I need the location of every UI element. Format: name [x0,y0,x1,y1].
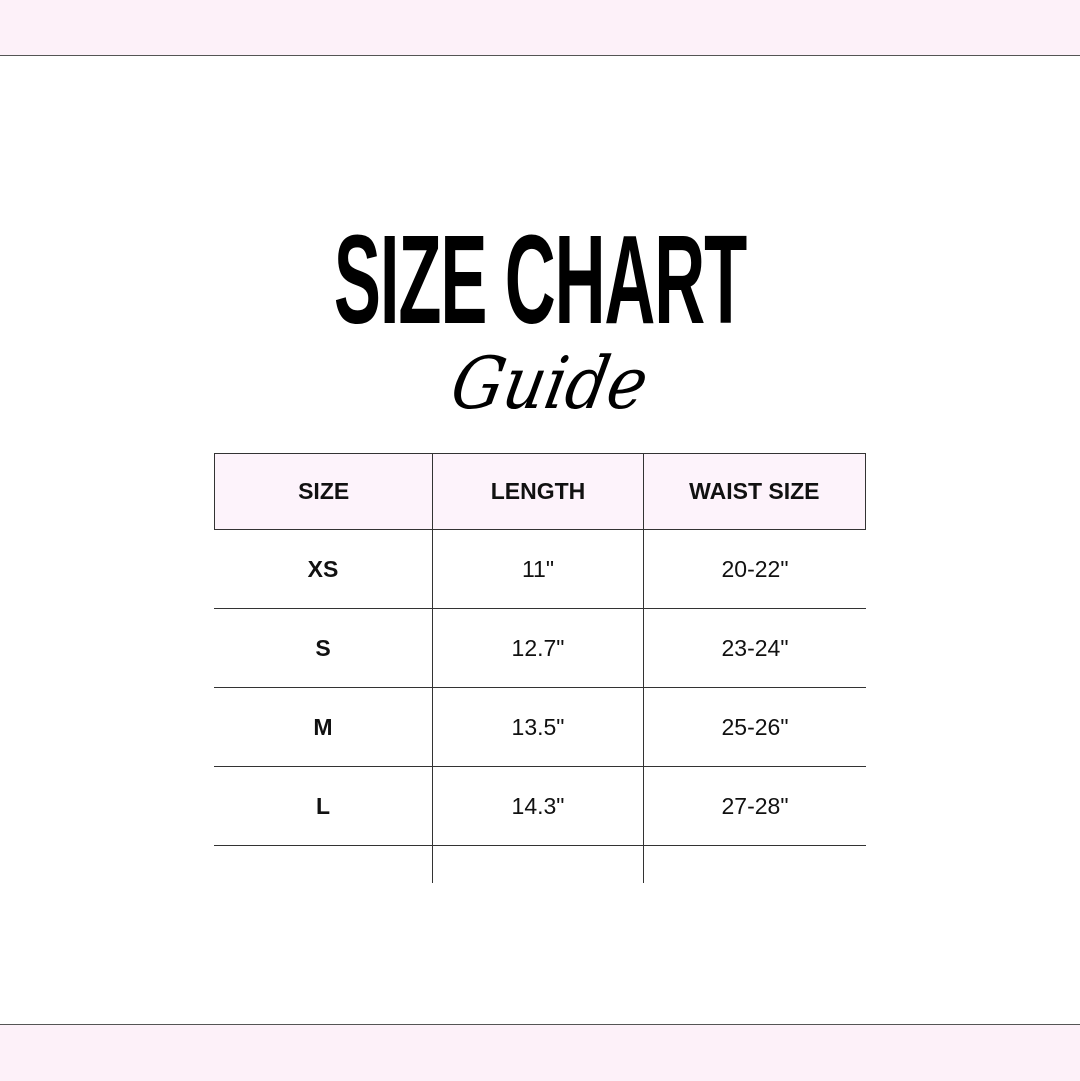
cell-size: XS [214,530,433,608]
cell-size: M [214,688,433,766]
bottom-band [0,1024,1080,1081]
header-size: SIZE [215,454,434,529]
cell-size: L [214,767,433,845]
cell-waist: 25-26" [721,713,789,740]
cell-waist: 27-28" [721,792,789,819]
subtitle-text: Guide [444,341,656,425]
table-row: S 12.7" 23-24" [214,609,866,688]
header-length: LENGTH [433,454,644,529]
size-table: SIZE LENGTH WAIST SIZE XS 11" 20-22" S 1… [214,453,866,883]
empty-cell [644,846,866,883]
cell-length: 14.3" [433,767,644,845]
cell-length: 12.7" [433,609,644,687]
top-band [0,0,1080,56]
cell-length: 13.5" [433,688,644,766]
empty-cell [214,846,433,883]
empty-cell [433,846,644,883]
subtitle-script: Guide [0,338,1080,428]
table-row: L 14.3" 27-28" [214,767,866,846]
header-waist-size: WAIST SIZE [689,478,820,504]
cell-size: S [214,609,433,687]
cell-waist: 23-24" [721,634,789,661]
table-row: M 13.5" 25-26" [214,688,866,767]
table-row: XS 11" 20-22" [214,530,866,609]
table-header-row: SIZE LENGTH WAIST SIZE [214,453,866,530]
title-text: SIZE CHART [333,209,747,350]
cell-waist: 20-22" [721,555,789,582]
cell-length: 11" [433,530,644,608]
page-title: SIZE CHART [0,209,1080,350]
table-empty-tail [214,846,866,883]
